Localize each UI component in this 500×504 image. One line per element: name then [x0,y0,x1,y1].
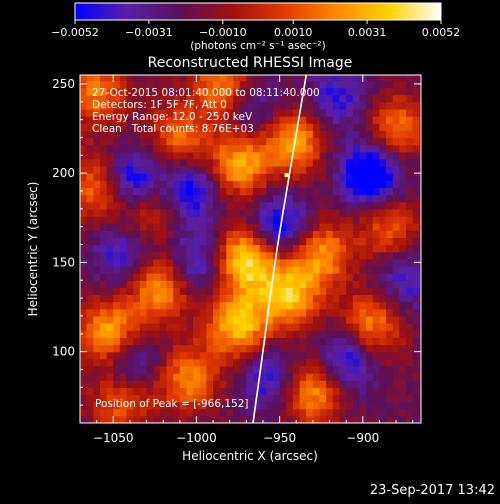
colorbar-tick-label: 0.0052 [422,26,461,39]
y-axis-tick-label: 200 [52,166,75,180]
y-axis: 100 150 200 250 [52,77,421,406]
colorbar: −0.0052 −0.0031 −0.0010 0.0010 0.0031 0.0052 … [51,2,460,52]
y-axis-tick-label: 250 [52,77,75,91]
x-axis-tick-label: −950 [263,431,296,445]
annotation-total-counts: Clean Total counts: 8.76E+03 [92,123,254,135]
heatmap-image [80,75,421,423]
colorbar-strip [74,2,442,21]
colorbar-tick-label: −0.0052 [51,26,99,39]
x-axis-tick-label: −900 [346,431,379,445]
plot-frame [79,74,422,424]
annotation-detectors: Detectors: 1F 5F 7F, Att 0 [92,99,227,111]
colorbar-tick-label: −0.0010 [199,26,247,39]
colorbar-unit-label: (photons cm⁻² s⁻¹ asec⁻²) [190,40,325,52]
peak-marker [284,173,289,178]
colorbar-tick-label: −0.0031 [125,26,173,39]
colorbar-tick-label: 0.0031 [348,26,387,39]
footer-timestamp: 23-Sep-2017 13:42 [370,483,495,498]
y-axis-tick-label: 100 [52,345,75,359]
annotation-time-range: 27-Oct-2015 08:01:40.000 to 08:11:40.000 [92,87,320,99]
solar-limb-line [252,75,308,423]
y-axis-label: Heliocentric Y (arcsec) [26,182,40,317]
annotation-block: 27-Oct-2015 08:01:40.000 to 08:11:40.000… [92,87,320,135]
x-axis-tick-label: −1000 [176,431,217,445]
x-axis-label: Heliocentric X (arcsec) [182,449,318,463]
y-axis-tick-label: 150 [52,255,75,269]
colorbar-ticks: −0.0052 −0.0031 −0.0010 0.0010 0.0031 0.0052 [51,20,460,39]
chart-title: Reconstructed RHESSI Image [148,55,353,71]
colorbar-tick-label: 0.0010 [274,26,313,39]
x-axis: −1050 −1000 −950 −900 [93,75,414,445]
x-axis-tick-label: −1050 [93,431,134,445]
annotation-energy-range: Energy Range: 12.0 - 25.0 keV [92,111,253,123]
peak-position-label: Position of Peak = [-966,152] [95,398,249,410]
